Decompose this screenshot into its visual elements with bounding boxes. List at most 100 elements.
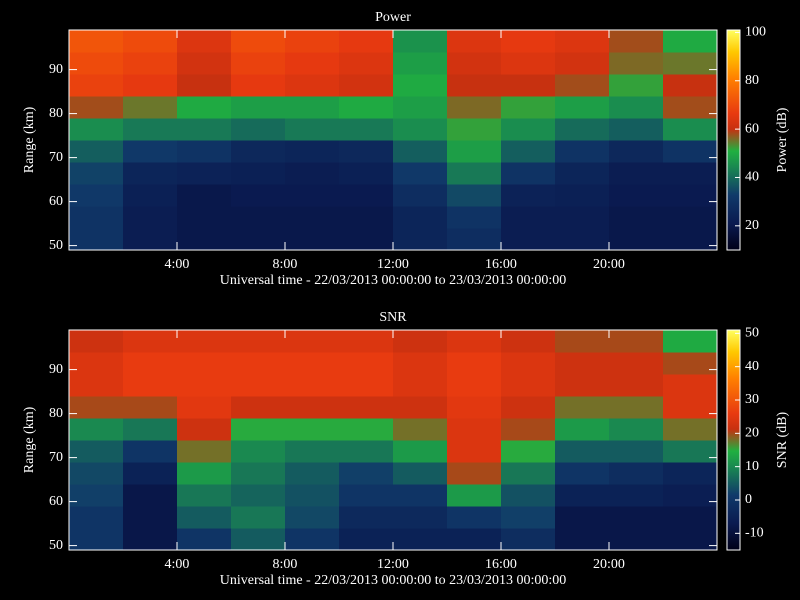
heat-cell [555, 506, 610, 529]
y-tick-label: 50 [49, 238, 63, 253]
heat-cell [501, 440, 556, 463]
x-axis-label: Universal time - 22/03/2013 00:00:00 to … [220, 573, 566, 588]
heat-cell [231, 52, 286, 75]
heat-cell [663, 484, 718, 507]
colorbar-tick-label: 80 [745, 73, 759, 88]
heat-cell [663, 396, 718, 419]
heat-cell [447, 140, 502, 163]
heat-cell [393, 374, 448, 397]
y-tick-label: 80 [49, 406, 63, 421]
heat-cell [555, 228, 610, 251]
heat-cell [609, 140, 664, 163]
heat-cell [339, 74, 394, 97]
heat-cell [177, 484, 232, 507]
heat-cell [339, 440, 394, 463]
heat-cell [123, 484, 178, 507]
heat-cell [393, 30, 448, 53]
heat-cell [447, 440, 502, 463]
heat-cell [501, 506, 556, 529]
x-tick-label: 20:00 [593, 257, 625, 272]
heat-cell [177, 96, 232, 119]
heat-cell [177, 206, 232, 229]
heat-cell [609, 96, 664, 119]
heat-cell [285, 506, 340, 529]
heat-cell [663, 52, 718, 75]
heat-cell [177, 118, 232, 141]
heat-cell [231, 162, 286, 185]
heat-cell [123, 96, 178, 119]
x-tick-label: 8:00 [273, 257, 298, 272]
heat-cell [123, 52, 178, 75]
heat-cell [231, 528, 286, 551]
heat-cell [447, 118, 502, 141]
heat-cell [231, 140, 286, 163]
heat-cell [123, 528, 178, 551]
heat-cell [393, 140, 448, 163]
heat-cell [339, 184, 394, 207]
heat-cell [339, 418, 394, 441]
heat-cell [231, 74, 286, 97]
heat-cell [663, 96, 718, 119]
heat-cell [447, 162, 502, 185]
heat-cell [177, 162, 232, 185]
heat-cell [393, 96, 448, 119]
heat-cell [393, 118, 448, 141]
heat-cell [447, 30, 502, 53]
heat-cell [609, 74, 664, 97]
y-tick-label: 50 [49, 538, 63, 553]
heat-cell [339, 118, 394, 141]
heat-cell [609, 506, 664, 529]
heat-cell [663, 30, 718, 53]
heat-cell [663, 418, 718, 441]
heat-cell [69, 374, 124, 397]
heat-cell [447, 462, 502, 485]
heat-cell [69, 462, 124, 485]
heat-cell [447, 484, 502, 507]
colorbar-tick-label: 40 [745, 359, 759, 374]
heat-cell [609, 528, 664, 551]
heat-cell [663, 140, 718, 163]
heat-cell [231, 506, 286, 529]
heat-cell [339, 484, 394, 507]
heat-cell [285, 96, 340, 119]
heat-cell [69, 228, 124, 251]
heat-cell [231, 484, 286, 507]
heat-cell [609, 184, 664, 207]
heat-cell [123, 374, 178, 397]
x-tick-label: 8:00 [273, 557, 298, 572]
colorbar-tick-label: 30 [745, 392, 759, 407]
heat-cell [231, 396, 286, 419]
heat-cell [609, 374, 664, 397]
heat-cell [231, 30, 286, 53]
heat-cell [231, 228, 286, 251]
heat-cell [555, 484, 610, 507]
heat-cell [69, 330, 124, 353]
heat-cell [501, 528, 556, 551]
colorbar-label: Power (dB) [775, 107, 790, 172]
x-tick-label: 4:00 [165, 257, 190, 272]
heat-cell [123, 330, 178, 353]
heat-cell [123, 74, 178, 97]
heat-cell [555, 330, 610, 353]
heat-cell [177, 140, 232, 163]
heat-cell [123, 162, 178, 185]
heat-cell [555, 462, 610, 485]
heat-cell [69, 418, 124, 441]
heat-cell [501, 52, 556, 75]
heat-cell [663, 506, 718, 529]
heat-cell [177, 352, 232, 375]
heat-cell [555, 418, 610, 441]
heat-cell [447, 96, 502, 119]
heat-cell [69, 184, 124, 207]
heat-cell [393, 418, 448, 441]
heat-cell [501, 462, 556, 485]
heat-cell [339, 396, 394, 419]
heat-cell [501, 206, 556, 229]
heat-cell [177, 74, 232, 97]
heat-cell [339, 528, 394, 551]
heat-cell [339, 506, 394, 529]
heat-cell [69, 52, 124, 75]
heat-cell [285, 162, 340, 185]
heat-cell [231, 330, 286, 353]
